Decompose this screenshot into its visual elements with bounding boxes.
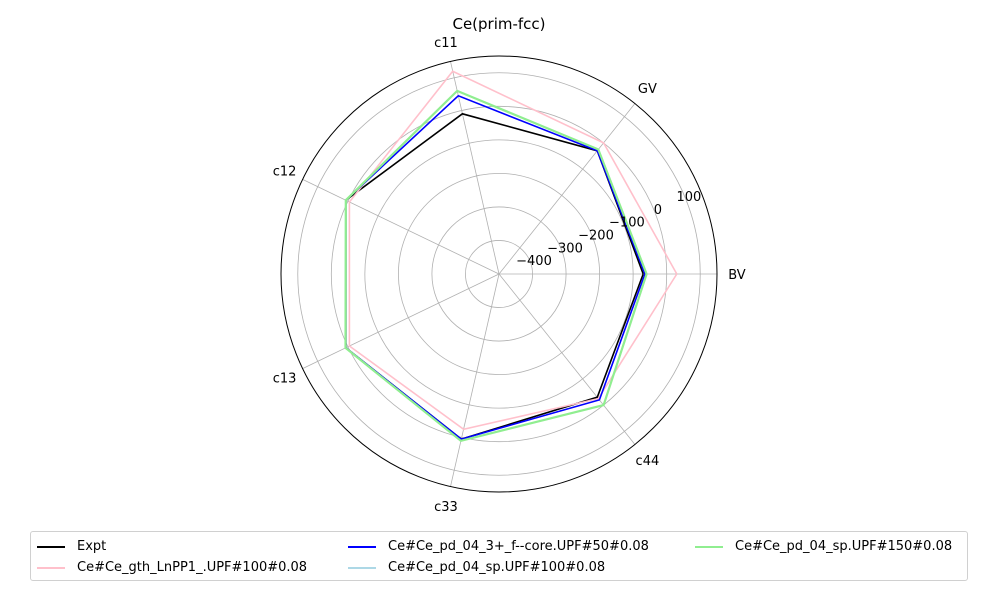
legend-entry-sp150: Ce#Ce_pd_04_sp.UPF#150#0.08 bbox=[695, 539, 952, 554]
grid-spoke bbox=[450, 61, 500, 275]
legend-label: Ce#Ce_pd_04_3+_f--core.UPF#50#0.08 bbox=[388, 539, 649, 554]
series-line bbox=[344, 89, 648, 442]
grid-spoke bbox=[498, 273, 636, 445]
legend-entry-fcore: Ce#Ce_pd_04_3+_f--core.UPF#50#0.08 bbox=[348, 539, 649, 554]
radial-tick-label: −400 bbox=[516, 254, 552, 269]
legend-entry-expt: Expt bbox=[37, 539, 106, 554]
legend-entry-sp100: Ce#Ce_pd_04_sp.UPF#100#0.08 bbox=[348, 560, 605, 575]
legend-label: Expt bbox=[77, 539, 107, 554]
polar-frame bbox=[280, 55, 718, 493]
legend: Expt Ce#Ce_gth_LnPP1_.UPF#100#0.08 Ce#Ce… bbox=[30, 531, 968, 581]
legend-label: Ce#Ce_pd_04_sp.UPF#100#0.08 bbox=[388, 560, 606, 575]
radial-tick-label: −200 bbox=[578, 229, 614, 244]
series-layer bbox=[344, 70, 678, 442]
radial-tick-label: 0 bbox=[654, 203, 662, 218]
axis-label: c12 bbox=[273, 165, 297, 180]
grid-spoke bbox=[450, 273, 500, 487]
grid-spoke bbox=[302, 179, 500, 275]
axis-label: c44 bbox=[636, 454, 660, 469]
series-line bbox=[348, 70, 678, 431]
axis-label: BV bbox=[728, 268, 746, 283]
legend-swatch bbox=[348, 566, 376, 569]
grid-spoke bbox=[302, 273, 500, 369]
legend-swatch bbox=[348, 545, 376, 548]
label-layer: −400−300−200−100 0 100 BV GV c11 c12 c13 c33 c44 bbox=[273, 36, 746, 515]
legend-swatch bbox=[37, 545, 65, 548]
radial-tick-label: −300 bbox=[547, 241, 583, 256]
legend-swatch bbox=[695, 545, 723, 548]
legend-swatch bbox=[37, 566, 65, 569]
axis-label: c13 bbox=[273, 371, 297, 386]
axis-label: c33 bbox=[434, 500, 458, 515]
radial-tick-label: −100 bbox=[609, 216, 645, 231]
grid-spoke bbox=[498, 103, 636, 275]
chart-title: Ce(prim-fcc) bbox=[452, 15, 545, 33]
legend-label: Ce#Ce_pd_04_sp.UPF#150#0.08 bbox=[735, 539, 953, 554]
axis-label: c11 bbox=[434, 36, 458, 51]
legend-label: Ce#Ce_gth_LnPP1_.UPF#100#0.08 bbox=[77, 560, 308, 575]
polar-grid bbox=[280, 55, 718, 493]
axis-label: GV bbox=[638, 82, 657, 97]
legend-entry-gth: Ce#Ce_gth_LnPP1_.UPF#100#0.08 bbox=[37, 560, 307, 575]
radial-tick-label: 100 bbox=[676, 190, 701, 205]
